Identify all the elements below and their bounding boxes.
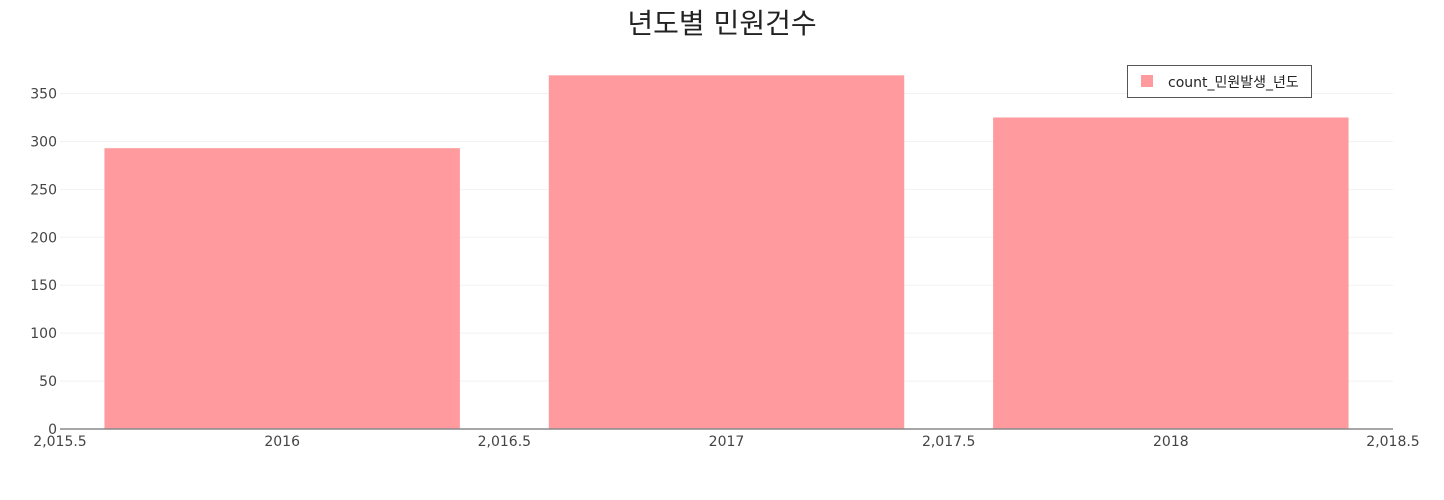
legend[interactable]: count_민원발생_년도 — [1127, 65, 1312, 98]
x-tick-label: 2018 — [1153, 434, 1189, 450]
bar — [993, 117, 1349, 429]
y-tick-label: 350 — [30, 87, 57, 103]
x-tick-label: 2,016.5 — [478, 434, 531, 450]
x-tick-label: 2,015.5 — [33, 434, 86, 450]
y-tick-label: 50 — [39, 374, 57, 390]
x-tick-label: 2,018.5 — [1366, 434, 1419, 450]
y-tick-label: 300 — [30, 134, 57, 150]
y-tick-label: 0 — [48, 422, 57, 438]
y-tick-label: 100 — [30, 326, 57, 342]
y-tick-label: 150 — [30, 278, 57, 294]
y-tick-label: 250 — [30, 182, 57, 198]
y-tick-label: 200 — [30, 230, 57, 246]
x-tick-label: 2016 — [264, 434, 300, 450]
x-axis-ticks: 2,015.5 2016 2,016.5 2017 2,017.5 2018 2,018.5 — [33, 434, 1419, 450]
bars — [104, 75, 1349, 429]
legend-swatch — [1141, 75, 1153, 87]
legend-box — [1127, 65, 1312, 98]
x-tick-label: 2,017.5 — [922, 434, 975, 450]
chart-title: 년도별 민원건수 — [627, 7, 816, 40]
bar — [548, 75, 905, 429]
y-axis-ticks: 0 50 100 150 200 250 300 350 — [30, 87, 57, 438]
legend-label: count_민원발생_년도 — [1168, 75, 1299, 91]
bar — [104, 148, 460, 429]
x-tick-label: 2017 — [709, 434, 745, 450]
